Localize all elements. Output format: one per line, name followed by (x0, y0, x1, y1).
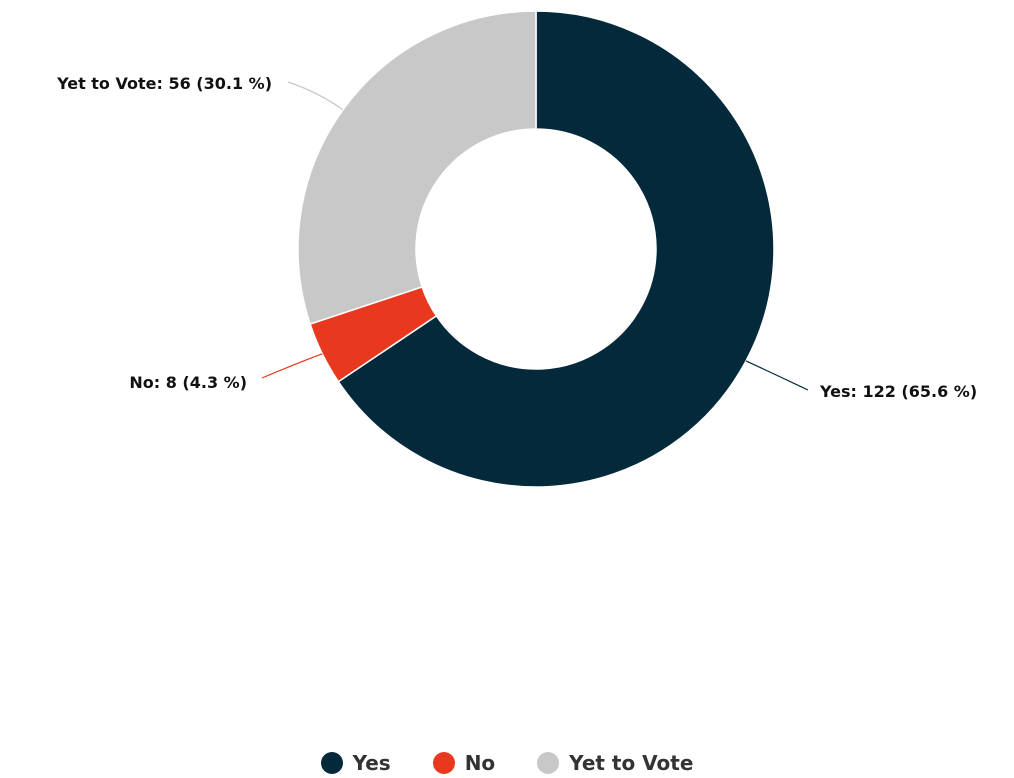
legend-item-yet-to-vote[interactable]: Yet to Vote (537, 751, 693, 775)
data-label-yes: Yes: 122 (65.6 %) (819, 382, 977, 401)
leader-line-no (261, 353, 323, 379)
legend-label-no: No (464, 751, 496, 775)
data-labels: Yes: 122 (65.6 %) No: 8 (4.3 %) Yet to Vot… (56, 74, 977, 401)
leader-line-yet-to-vote (287, 81, 344, 111)
legend-marker-no (432, 752, 455, 774)
leader-lines (261, 81, 809, 391)
legend-marker-yet-to-vote (537, 752, 560, 774)
legend: Yes No Yet to Vote (0, 748, 1014, 778)
donut-slices (297, 10, 775, 488)
slice-yet-to-vote[interactable] (297, 10, 537, 326)
data-label-yet-to-vote: Yet to Vote: 56 (30.1 %) (56, 74, 272, 93)
slice-yes[interactable] (337, 10, 775, 488)
legend-marker-yes (320, 752, 343, 774)
legend-label-yet-to-vote: Yet to Vote (569, 751, 694, 775)
leader-line-yes (745, 360, 809, 391)
legend-item-yes[interactable]: Yes (320, 751, 391, 775)
legend-item-no[interactable]: No (432, 751, 496, 775)
data-label-no: No: 8 (4.3 %) (129, 373, 247, 392)
legend-label-yes: Yes (352, 751, 391, 775)
